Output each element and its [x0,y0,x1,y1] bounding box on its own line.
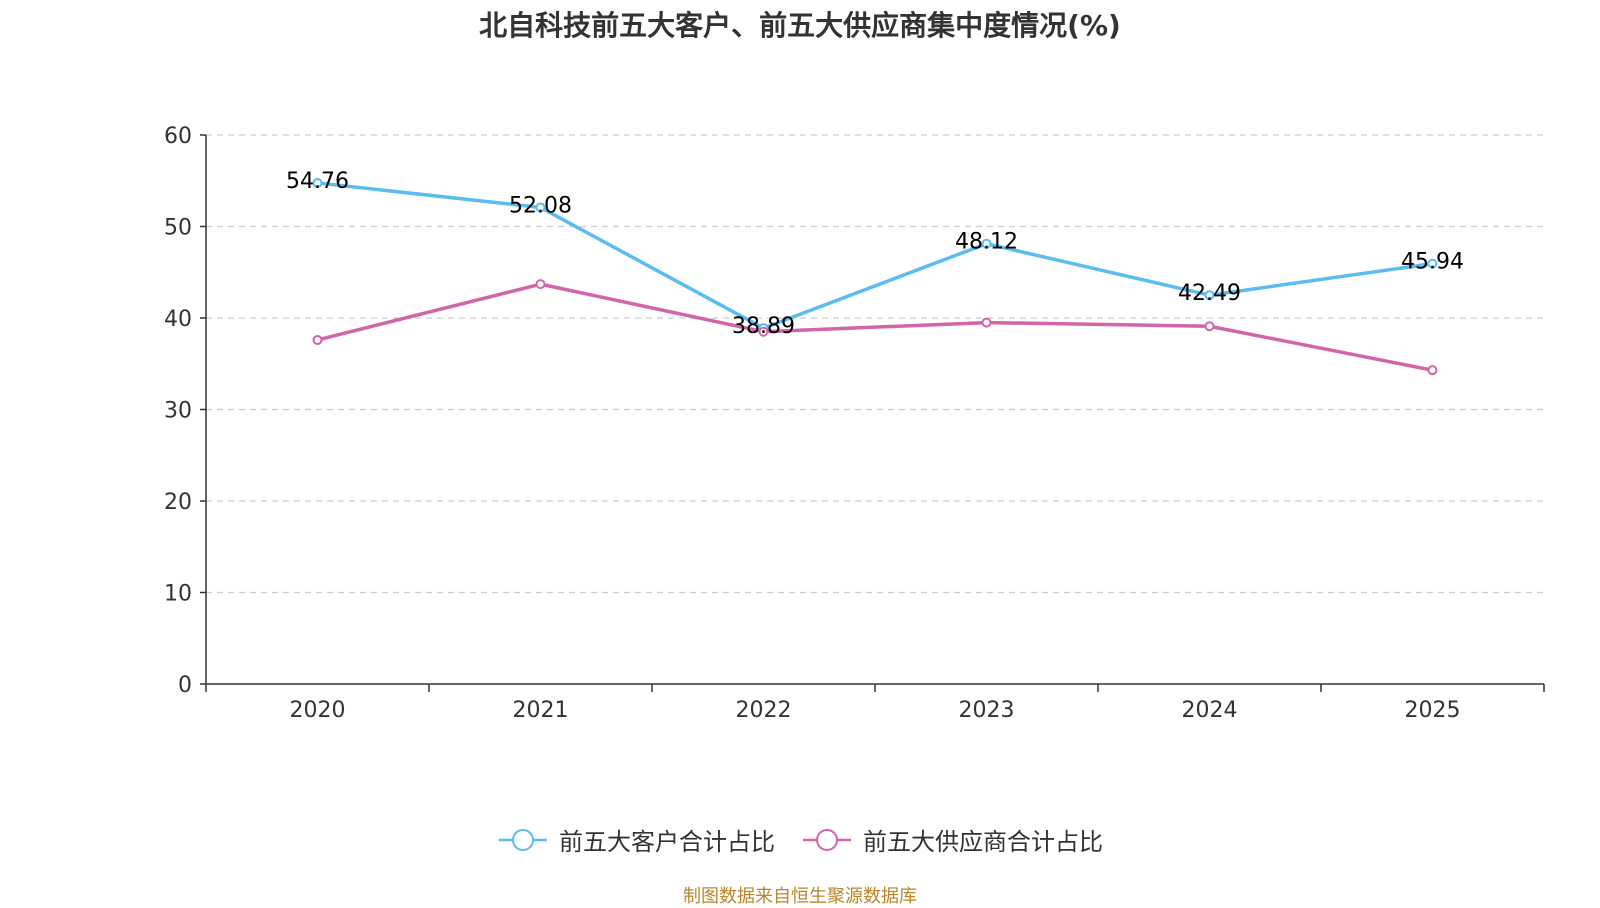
series-1-point-2023 [981,317,992,328]
y-tick-label: 60 [164,124,192,149]
legend-marker-customers [499,828,547,851]
data-label-2024: 42.49 [1178,281,1241,306]
series-0-point-2023 [981,238,992,249]
series-0-point-2020 [312,177,323,188]
series-1-point-2022 [758,326,769,337]
x-tick-label-2025: 2025 [1405,698,1461,723]
chart-title: 北自科技前五大客户、前五大供应商集中度情况(%) [479,9,1121,42]
series-1-point-2020 [312,334,323,345]
y-tick-label: 40 [164,307,192,332]
y-tick-label: 50 [164,216,192,241]
series-1-point-2025 [1427,365,1438,376]
y-tick-label: 30 [164,399,192,424]
y-tick-label: 20 [164,490,192,515]
x-tick-label-2022: 2022 [736,698,792,723]
data-label-2023: 48.12 [955,230,1018,255]
data-label-2022: 38.89 [732,314,795,339]
series-1-point-2024 [1204,321,1215,332]
x-tick-label-2020: 2020 [290,698,346,723]
data-label-2021: 52.08 [509,193,572,218]
x-tick-label-2024: 2024 [1182,698,1238,723]
x-tick-label-2021: 2021 [513,698,569,723]
series-line-1 [317,282,1433,372]
data-label-2020: 54.76 [286,169,349,194]
y-tick-label: 0 [178,673,192,698]
x-tick-label-2023: 2023 [959,698,1015,723]
series-line-0 [317,181,1433,330]
legend-label-customers: 前五大客户合计占比 [559,828,775,856]
series-0-point-2025 [1427,258,1438,269]
series-0-point-2021 [535,202,546,213]
legend: 前五大客户合计占比 前五大供应商合计占比 [0,822,1600,857]
legend-label-suppliers: 前五大供应商合计占比 [863,828,1103,856]
series-0-point-2024 [1204,290,1215,301]
y-tick-label: 10 [164,582,192,607]
line-chart: 0 10 20 30 40 50 60 2020 2021 2022 2023 2024 2025 54.… [164,124,1545,723]
legend-marker-suppliers [803,828,851,851]
legend-item-customers[interactable]: 前五大客户合计占比 [497,822,775,857]
series-1-point-2021 [535,279,546,290]
legend-item-suppliers[interactable]: 前五大供应商合计占比 [801,822,1103,857]
source-note: 制图数据来自恒生聚源数据库 [683,886,917,907]
data-label-2025: 45.94 [1401,250,1464,275]
